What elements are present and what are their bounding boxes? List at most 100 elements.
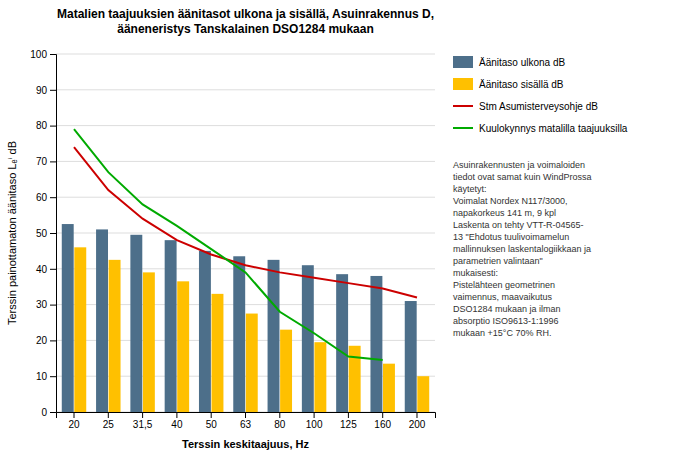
bar (212, 294, 224, 412)
tick-label: 31,5 (133, 419, 153, 430)
legend-item: Stm Asumisterveysohje dB (453, 101, 598, 112)
tick-mark (50, 233, 56, 234)
tick: 0 (41, 407, 56, 418)
tick-mark (108, 412, 109, 418)
tick-label: 20 (68, 419, 80, 430)
bar (62, 224, 74, 412)
bar (177, 281, 189, 412)
legend-label: Äänitaso sisällä dB (479, 79, 564, 90)
tick: 80 (274, 412, 286, 430)
tick-mark (348, 412, 349, 418)
tick-mark (50, 126, 56, 127)
tick-label: 10 (36, 371, 48, 382)
line (74, 129, 383, 360)
tick-mark (279, 412, 280, 418)
legend-swatch (453, 105, 473, 107)
annotation-line: tiedot ovat samat kuin WindProssa (453, 172, 592, 182)
bar (302, 265, 314, 412)
tick-mark (142, 412, 143, 418)
grid-line (56, 161, 435, 162)
tick: 60 (36, 192, 56, 203)
grid-line (56, 89, 435, 90)
tick-mark (74, 412, 75, 418)
tick-mark (50, 161, 56, 162)
legend-swatch (453, 78, 473, 90)
bar (96, 229, 108, 412)
tick: 70 (36, 156, 56, 167)
tick-label: 50 (206, 419, 218, 430)
annotation-line: Laskenta on tehty VTT-R-04565- (453, 220, 584, 230)
bar (280, 330, 292, 412)
bar (405, 301, 417, 412)
tick: 80 (36, 120, 56, 131)
bar (130, 235, 142, 412)
tick-label: 100 (306, 419, 323, 430)
annotation-line: mukaan +15°C 70% RH. (453, 328, 551, 338)
tick: 63 (240, 412, 252, 430)
bar-series (74, 247, 429, 412)
tick-label: 60 (36, 192, 48, 203)
tick-label: 100 (30, 49, 47, 60)
grid (56, 54, 435, 412)
title: Matalien taajuuksien äänitasot ulkona ja… (57, 7, 434, 36)
marks (62, 129, 429, 412)
tick-mark (50, 412, 56, 413)
tick: 30 (36, 299, 56, 310)
annotation-line: absorptio ISO9613-1:1996 (453, 316, 559, 326)
bar (417, 376, 429, 412)
tick-mark (211, 412, 212, 418)
tick-mark (245, 412, 246, 418)
tick-label: 80 (274, 419, 286, 430)
tick: 20 (36, 335, 56, 346)
annotation-line: Pistelähteen geometrinen (453, 280, 555, 290)
tick-label: 80 (36, 120, 48, 131)
annotation: Asuinrakennusten ja voimaloiden tiedot ov… (453, 160, 592, 338)
y-axis-title: Terssin painottamaton äänitaso Lₑⁱ dB (6, 141, 18, 325)
tick: 100 (306, 412, 323, 430)
bar-series (62, 224, 417, 412)
tick: 40 (171, 412, 183, 430)
bar (349, 346, 361, 412)
annotation-line: Voimalat Nordex N117/3000, (453, 196, 567, 206)
bar (74, 247, 86, 412)
tick: 50 (36, 228, 56, 239)
legend-label: Stm Asumisterveysohje dB (479, 101, 598, 112)
annotation-line: napakorkeus 141 m, 9 kpl (453, 208, 556, 218)
x-axis-title: Terssin keskitaajuus, Hz (182, 438, 309, 450)
tick-label: 40 (36, 264, 48, 275)
tick: 50 (206, 412, 218, 430)
tick-mark (50, 305, 56, 306)
legend-swatch (453, 56, 473, 68)
tick-label: 200 (409, 419, 426, 430)
tick-mark (50, 340, 56, 341)
y-axis: 0 10 20 30 40 50 60 70 80 90 100 (30, 49, 56, 418)
tick-label: 70 (36, 156, 48, 167)
tick-mark (50, 197, 56, 198)
tick-mark (50, 90, 56, 91)
bar (268, 260, 280, 412)
tick: 160 (374, 412, 391, 430)
tick-label: 50 (36, 228, 48, 239)
title-line: ääneneristys Tanskalainen DSO1284 mukaan (117, 22, 374, 36)
tick-mark (382, 412, 383, 418)
tick-label: 25 (103, 419, 115, 430)
tick-mark (176, 412, 177, 418)
tick: 90 (36, 85, 56, 96)
plot: 0 10 20 30 40 50 60 70 80 90 100 20 25 31,5 40 50 63 80 10… (30, 49, 435, 430)
tick: 40 (36, 264, 56, 275)
annotation-line: Asuinrakennusten ja voimaloiden (453, 160, 585, 170)
grid-line (56, 197, 435, 198)
legend-label: Kuulokynnys matalilla taajuuksilla (479, 123, 628, 134)
annotation-line: vaimennus, maavaikutus (453, 292, 553, 302)
bar (165, 240, 177, 412)
x-axis: 202531,540506380100125160200 (57, 412, 436, 430)
bar (109, 260, 121, 412)
tick-mark (50, 269, 56, 270)
tick: 200 (409, 412, 426, 430)
bar (370, 276, 382, 412)
axis-line (57, 413, 436, 419)
tick-label: 0 (41, 407, 47, 418)
tick-mark (50, 376, 56, 377)
bar (383, 364, 395, 412)
legend-item: Äänitaso sisällä dB (453, 78, 564, 90)
